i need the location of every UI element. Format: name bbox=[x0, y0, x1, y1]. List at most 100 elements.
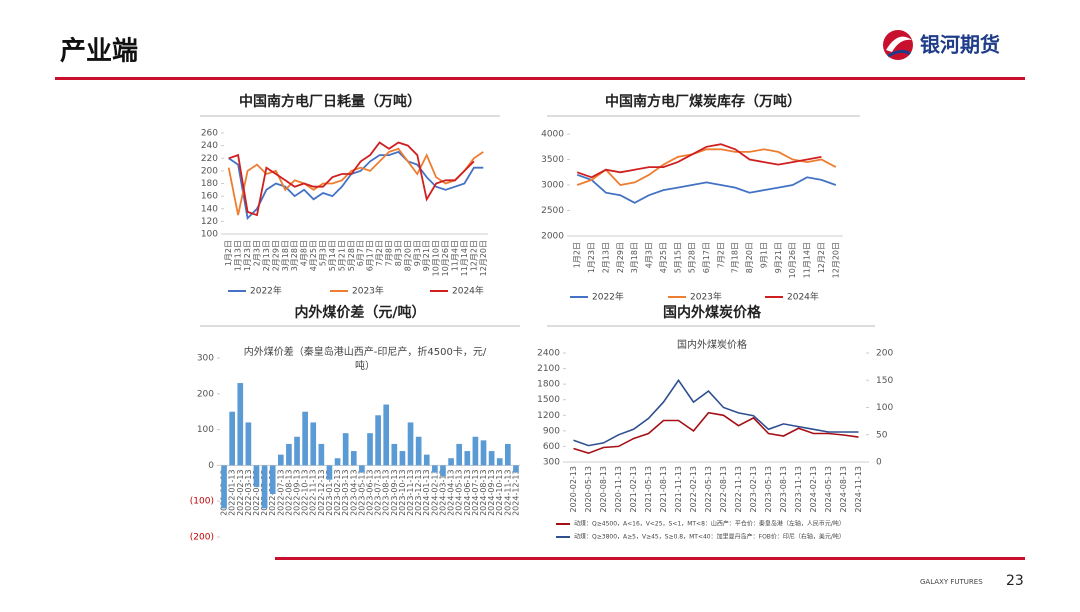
x-tick-label: 6月7日 bbox=[356, 240, 365, 266]
y-tick-label: 4000 bbox=[541, 130, 564, 140]
x-tick-label: 2022-02-13 bbox=[236, 469, 245, 516]
bar bbox=[237, 383, 244, 466]
y-tick-label: 1500 bbox=[537, 395, 560, 405]
x-tick-label: 2024-06-13 bbox=[463, 469, 472, 516]
x-tick-label: 2023-08-13 bbox=[382, 469, 391, 516]
bar bbox=[229, 411, 235, 466]
x-tick-label: 2023-03-13 bbox=[341, 469, 350, 516]
x-tick-label: 2020-11-13 bbox=[614, 466, 623, 513]
y-tick-label: 2100 bbox=[537, 364, 560, 374]
x-tick-label: 2022-03-13 bbox=[244, 469, 253, 516]
header-rule bbox=[55, 77, 1025, 80]
y2-tick-label: 200 bbox=[876, 349, 893, 359]
bar bbox=[245, 422, 252, 466]
x-tick-label: 7月2日 bbox=[375, 240, 384, 266]
x-tick-label: 2022-04-13 bbox=[252, 469, 261, 516]
x-tick-label: 1月23日 bbox=[243, 240, 252, 271]
y-tick-label: 600 bbox=[543, 442, 560, 452]
y-tick-label: 200 bbox=[197, 389, 214, 399]
y2-tick-label: 50 bbox=[876, 430, 888, 440]
x-tick-label: 2022-10-13 bbox=[301, 469, 310, 516]
x-tick-label: 2023-02-13 bbox=[333, 469, 342, 516]
y-tick-label: 140 bbox=[201, 204, 218, 214]
x-tick-label: 11月4日 bbox=[451, 240, 460, 271]
y-tick-label: (100) bbox=[190, 497, 214, 507]
y-tick-label: 2000 bbox=[541, 232, 564, 242]
y-tick-label: 900 bbox=[543, 426, 560, 436]
x-tick-label: 7月18日 bbox=[731, 242, 740, 273]
series-line bbox=[573, 378, 859, 447]
x-tick-label: 2024-12-13 bbox=[511, 469, 520, 516]
x-tick-label: 3月18日 bbox=[630, 242, 639, 273]
x-tick-label: 2022-05-13 bbox=[704, 466, 713, 513]
bar bbox=[432, 465, 438, 473]
x-tick-label: 9月3日 bbox=[413, 240, 422, 266]
x-tick-label: 2022-09-13 bbox=[293, 469, 302, 516]
x-tick-label: 2023-10-13 bbox=[398, 469, 407, 516]
y-tick-label: 180 bbox=[201, 179, 218, 189]
x-tick-label: 9月21日 bbox=[774, 242, 783, 273]
bar bbox=[488, 451, 495, 466]
x-tick-label: 5月28日 bbox=[347, 240, 356, 271]
bar bbox=[294, 436, 300, 466]
series-line bbox=[573, 411, 859, 455]
bar bbox=[505, 443, 511, 466]
y-tick-label: (200) bbox=[190, 533, 214, 543]
bar bbox=[277, 454, 284, 466]
y-tick-label: 300 bbox=[197, 354, 214, 364]
x-tick-label: 2021-02-13 bbox=[629, 466, 638, 513]
bar bbox=[261, 465, 268, 509]
x-tick-label: 2024-01-13 bbox=[422, 469, 431, 516]
x-tick-label: 1月2日 bbox=[224, 240, 233, 266]
bar bbox=[440, 465, 446, 477]
y-tick-label: 1800 bbox=[537, 380, 560, 390]
x-tick-label: 2023-01-13 bbox=[325, 469, 334, 516]
x-tick-label: 5月28日 bbox=[688, 242, 697, 273]
bar bbox=[326, 465, 333, 480]
bar bbox=[286, 443, 292, 466]
x-tick-label: 2023-06-13 bbox=[366, 469, 375, 516]
x-tick-label: 2021-08-13 bbox=[659, 466, 668, 513]
legend-label: 2023年 bbox=[690, 291, 722, 303]
x-tick-label: 6月17日 bbox=[366, 240, 375, 271]
x-tick-label: 2024-08-13 bbox=[479, 469, 488, 516]
x-tick-label: 2月29日 bbox=[616, 242, 625, 273]
bar bbox=[359, 465, 365, 473]
bar bbox=[269, 465, 276, 495]
logo bbox=[883, 30, 913, 60]
x-tick-label: 2024-11-13 bbox=[854, 466, 863, 513]
logo-text: 银河期货 bbox=[920, 33, 1000, 57]
page-number: 23 bbox=[1006, 573, 1024, 589]
bar bbox=[456, 443, 463, 466]
y-tick-label: 300 bbox=[543, 458, 560, 468]
x-tick-label: 10月26日 bbox=[788, 242, 797, 278]
y-tick-label: 2500 bbox=[541, 206, 564, 216]
x-tick-label: 2023-05-13 bbox=[764, 466, 773, 513]
bar bbox=[391, 443, 398, 466]
x-tick-label: 2月13日 bbox=[262, 240, 271, 271]
x-tick-label: 2022-02-13 bbox=[689, 466, 698, 513]
legend-label: 2022年 bbox=[250, 285, 282, 297]
series-line bbox=[576, 143, 822, 179]
x-tick-label: 2021-05-13 bbox=[644, 466, 653, 513]
y-tick-label: 100 bbox=[197, 425, 214, 435]
legend-label: 2022年 bbox=[592, 291, 624, 303]
x-tick-label: 7月2日 bbox=[716, 242, 725, 268]
bar bbox=[480, 440, 487, 466]
y-tick-label: 160 bbox=[201, 192, 218, 202]
legend-label: 2024年 bbox=[452, 285, 484, 297]
x-tick-label: 2022-08-13 bbox=[719, 466, 728, 513]
x-tick-label: 2024-05-13 bbox=[824, 466, 833, 513]
x-tick-label: 2024-02-13 bbox=[809, 466, 818, 513]
x-tick-label: 2022-12-13 bbox=[317, 469, 326, 516]
x-tick-label: 1月13日 bbox=[234, 240, 243, 271]
x-tick-label: 12月2日 bbox=[469, 240, 478, 271]
inner-title: 国内外煤炭价格 bbox=[677, 338, 747, 351]
x-tick-label: 2月13日 bbox=[601, 242, 610, 273]
x-tick-label: 2023-09-13 bbox=[390, 469, 399, 516]
series-line bbox=[576, 148, 837, 186]
x-tick-label: 2024-10-13 bbox=[495, 469, 504, 516]
y-tick-label: 120 bbox=[201, 217, 218, 227]
x-tick-label: 3月18日 bbox=[281, 240, 290, 271]
